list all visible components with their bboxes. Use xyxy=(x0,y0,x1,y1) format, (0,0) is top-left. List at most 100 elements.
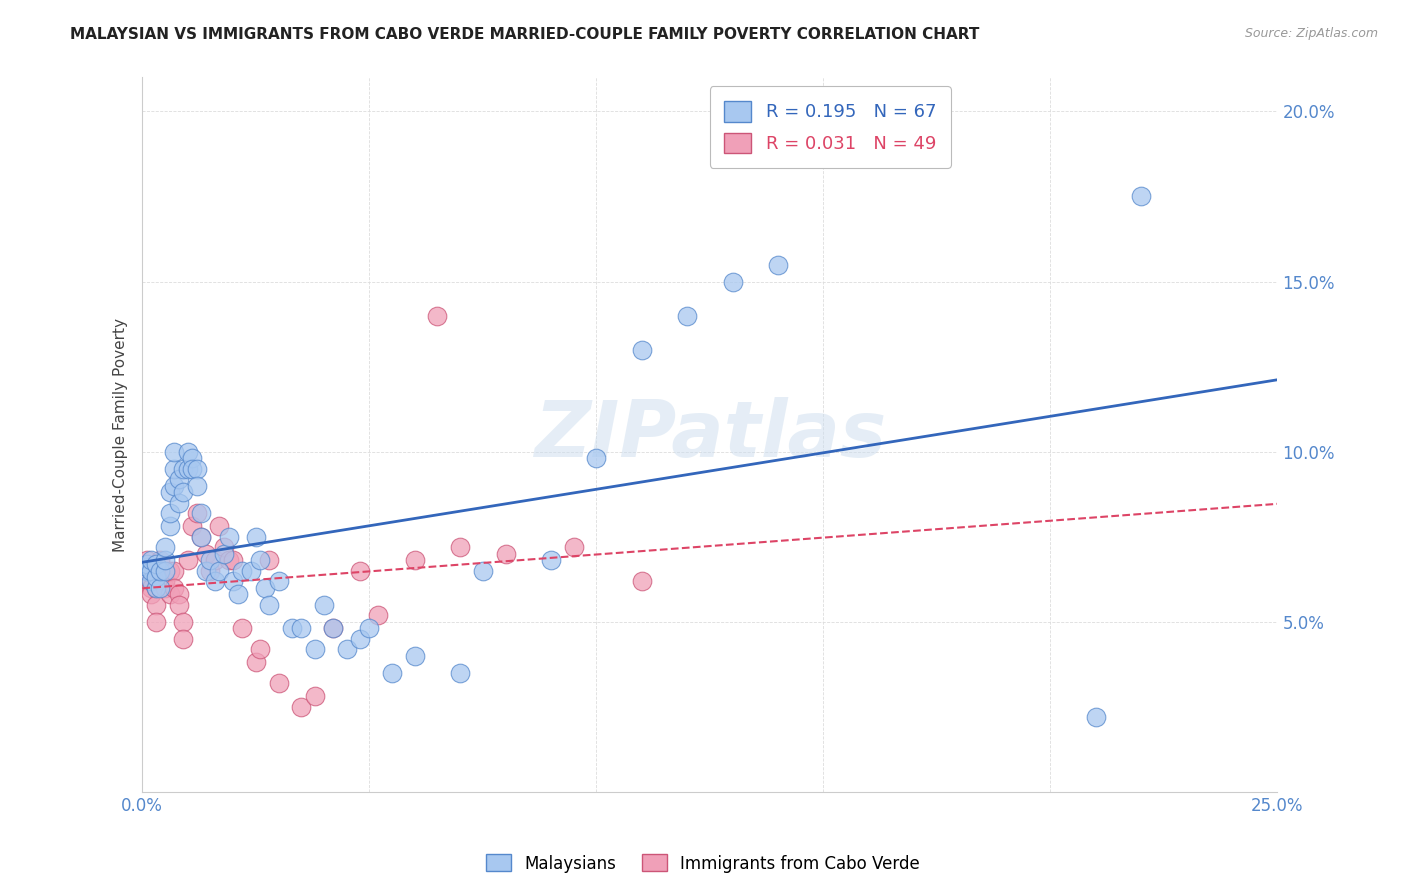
Point xyxy=(404,648,426,663)
Point xyxy=(186,506,208,520)
Point xyxy=(290,622,312,636)
Point xyxy=(135,553,157,567)
Point xyxy=(231,564,253,578)
Point xyxy=(145,581,167,595)
Point xyxy=(1084,710,1107,724)
Legend: Malaysians, Immigrants from Cabo Verde: Malaysians, Immigrants from Cabo Verde xyxy=(479,847,927,880)
Point xyxy=(153,564,176,578)
Text: MALAYSIAN VS IMMIGRANTS FROM CABO VERDE MARRIED-COUPLE FAMILY POVERTY CORRELATIO: MALAYSIAN VS IMMIGRANTS FROM CABO VERDE … xyxy=(70,27,980,42)
Point xyxy=(159,506,181,520)
Point xyxy=(404,553,426,567)
Point xyxy=(322,622,344,636)
Point xyxy=(190,506,212,520)
Point xyxy=(177,444,200,458)
Point xyxy=(159,564,181,578)
Point xyxy=(153,553,176,567)
Point xyxy=(245,530,267,544)
Point xyxy=(145,615,167,629)
Point xyxy=(204,574,226,588)
Point xyxy=(290,699,312,714)
Point xyxy=(167,598,190,612)
Point xyxy=(336,641,359,656)
Point xyxy=(172,461,194,475)
Point xyxy=(204,553,226,567)
Text: Source: ZipAtlas.com: Source: ZipAtlas.com xyxy=(1244,27,1378,40)
Point xyxy=(267,676,290,690)
Point xyxy=(249,553,271,567)
Point xyxy=(190,530,212,544)
Point xyxy=(186,461,208,475)
Point xyxy=(135,564,157,578)
Point xyxy=(426,309,449,323)
Point xyxy=(135,564,157,578)
Point xyxy=(249,641,271,656)
Point xyxy=(141,574,163,588)
Point xyxy=(349,632,371,646)
Point xyxy=(149,564,172,578)
Point xyxy=(145,598,167,612)
Point xyxy=(218,553,240,567)
Point xyxy=(149,564,172,578)
Point xyxy=(153,574,176,588)
Point xyxy=(135,570,157,584)
Point xyxy=(177,553,200,567)
Point xyxy=(172,485,194,500)
Point xyxy=(245,656,267,670)
Point xyxy=(141,564,163,578)
Point xyxy=(449,665,471,680)
Point xyxy=(194,547,217,561)
Point xyxy=(145,581,167,595)
Point xyxy=(630,574,652,588)
Point xyxy=(149,553,172,567)
Point xyxy=(145,570,167,584)
Point xyxy=(721,275,744,289)
Point xyxy=(676,309,699,323)
Point xyxy=(153,581,176,595)
Point xyxy=(163,444,186,458)
Point xyxy=(181,461,204,475)
Point xyxy=(167,472,190,486)
Point xyxy=(349,564,371,578)
Point xyxy=(159,519,181,533)
Point xyxy=(381,665,404,680)
Point xyxy=(208,519,231,533)
Point xyxy=(200,553,222,567)
Point xyxy=(135,557,157,571)
Point xyxy=(562,540,585,554)
Point xyxy=(304,641,326,656)
Point xyxy=(222,574,245,588)
Point xyxy=(163,461,186,475)
Text: ZIPatlas: ZIPatlas xyxy=(534,397,886,473)
Point xyxy=(167,495,190,509)
Point xyxy=(141,553,163,567)
Point xyxy=(145,557,167,571)
Point xyxy=(208,564,231,578)
Point xyxy=(177,461,200,475)
Point xyxy=(186,478,208,492)
Point xyxy=(304,690,326,704)
Point xyxy=(163,564,186,578)
Point xyxy=(163,478,186,492)
Point xyxy=(253,581,276,595)
Point xyxy=(281,622,304,636)
Point xyxy=(585,451,607,466)
Point xyxy=(149,581,172,595)
Point xyxy=(231,622,253,636)
Point xyxy=(141,587,163,601)
Point xyxy=(367,607,389,622)
Point xyxy=(181,519,204,533)
Point xyxy=(163,581,186,595)
Point xyxy=(322,622,344,636)
Point xyxy=(135,560,157,574)
Point xyxy=(259,598,281,612)
Point xyxy=(471,564,494,578)
Point xyxy=(449,540,471,554)
Point xyxy=(630,343,652,357)
Point xyxy=(359,622,381,636)
Point xyxy=(240,564,263,578)
Point xyxy=(141,564,163,578)
Point xyxy=(194,564,217,578)
Point xyxy=(222,553,245,567)
Point xyxy=(1130,189,1153,203)
Point xyxy=(181,451,204,466)
